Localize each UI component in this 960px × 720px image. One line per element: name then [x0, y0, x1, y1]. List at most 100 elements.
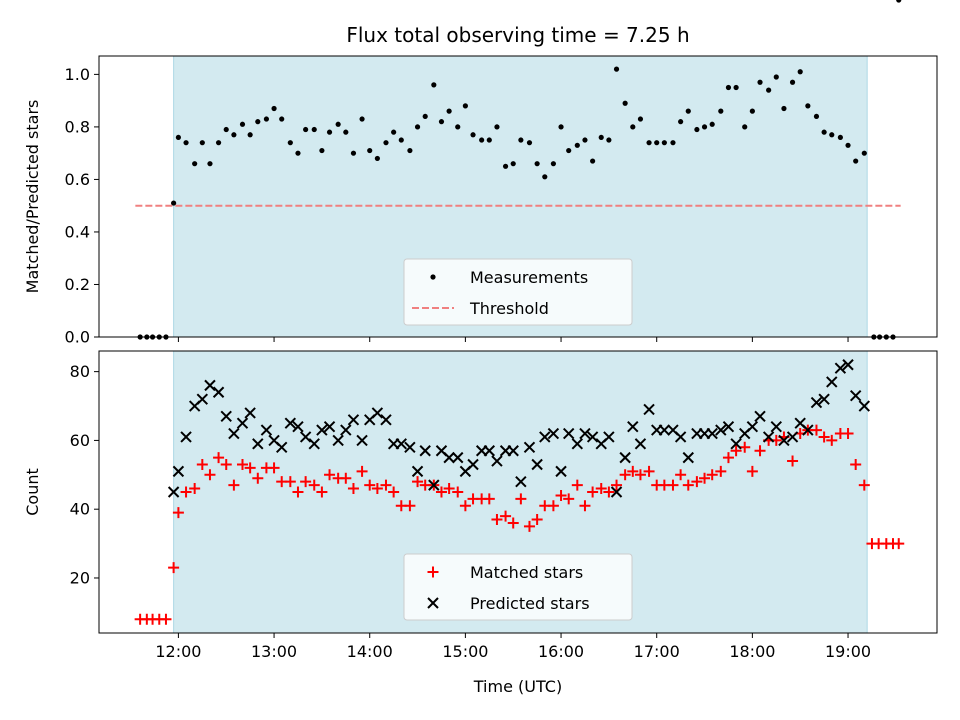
data-point [595, 483, 607, 495]
data-point [196, 458, 208, 470]
data-point [555, 489, 567, 501]
data-point [319, 147, 325, 154]
data-point [770, 420, 782, 433]
data-point [787, 455, 799, 467]
data-point [619, 451, 631, 464]
data-point [303, 126, 309, 133]
legend-box [403, 553, 633, 621]
data-point [204, 379, 216, 392]
data-point [414, 124, 421, 130]
data-point [326, 129, 333, 135]
data-point [658, 424, 671, 436]
data-point [287, 140, 293, 146]
data-point [311, 126, 317, 133]
data-point [619, 469, 631, 481]
data-point [183, 140, 189, 146]
data-point [611, 479, 623, 491]
data-point [849, 389, 862, 402]
data-point [571, 438, 584, 450]
data-point [435, 486, 447, 498]
y-tick-label: 60 [70, 431, 90, 450]
data-point [789, 79, 796, 85]
data-point [431, 82, 437, 88]
data-point [725, 84, 732, 91]
series-x [167, 359, 871, 498]
data-point [340, 472, 352, 484]
data-point [300, 476, 312, 488]
data-point [239, 121, 246, 127]
data-point [786, 431, 799, 443]
data-point [678, 119, 684, 125]
data-point [550, 161, 556, 167]
plot-frame [98, 55, 938, 338]
data-point [579, 500, 591, 512]
data-point [627, 420, 639, 433]
data-point [746, 465, 758, 477]
data-point [715, 465, 727, 477]
data-point [419, 445, 431, 457]
plot-frame [98, 350, 938, 634]
data-point [247, 132, 253, 138]
data-point [606, 137, 612, 143]
data-point [316, 424, 328, 436]
legend-label: Measurements [470, 268, 588, 287]
data-point [324, 469, 336, 481]
data-point [271, 105, 277, 112]
data-point [295, 150, 301, 156]
data-point [428, 479, 440, 491]
data-point [563, 493, 575, 505]
data-point [733, 84, 739, 91]
data-point [252, 472, 264, 484]
data-point [630, 124, 636, 130]
data-point [455, 124, 461, 130]
data-point [810, 396, 823, 409]
data-point [805, 103, 811, 109]
data-point [180, 486, 192, 498]
data-point [627, 465, 639, 477]
data-point [244, 462, 256, 474]
data-point [228, 427, 240, 440]
data-point [356, 465, 368, 477]
y-tick-label: 0.6 [65, 170, 90, 189]
data-point [462, 103, 468, 109]
data-point [398, 137, 404, 143]
data-point [359, 116, 365, 122]
x-tick-label: 14:00 [347, 642, 393, 661]
x-tick-label: 17:00 [634, 642, 680, 661]
data-point [797, 69, 803, 75]
data-point [371, 483, 383, 495]
data-point [523, 520, 535, 532]
y-tick-label: 1.0 [65, 65, 90, 84]
data-point [263, 116, 270, 122]
data-point [260, 424, 273, 436]
series-dot [137, 0, 902, 340]
data-point [284, 417, 297, 429]
data-point [518, 137, 524, 143]
x-tick-label: 18:00 [729, 642, 775, 661]
data-point [566, 147, 572, 154]
data-point [722, 420, 735, 433]
data-point [347, 483, 359, 495]
legend-label: Threshold [469, 299, 549, 318]
data-point [470, 132, 476, 138]
data-point [598, 134, 604, 141]
data-point [718, 108, 724, 114]
data-point [590, 158, 596, 164]
x-tick-label: 13:00 [251, 642, 297, 661]
data-point [661, 140, 667, 146]
data-point [491, 455, 503, 467]
data-point [610, 486, 623, 498]
y-tick-label: 40 [70, 500, 90, 519]
data-point [223, 126, 229, 133]
data-point [562, 427, 575, 440]
data-point [526, 140, 533, 146]
panel-2: 20 40 60 80 12:00 13:00 14:00 15:00 16:00 17:00 18… [23, 350, 938, 661]
data-point [189, 483, 201, 495]
data-point [813, 113, 820, 120]
data-point [220, 410, 232, 423]
data-point [215, 140, 222, 146]
data-point [199, 140, 205, 146]
data-point [730, 445, 742, 457]
data-point [634, 438, 647, 450]
